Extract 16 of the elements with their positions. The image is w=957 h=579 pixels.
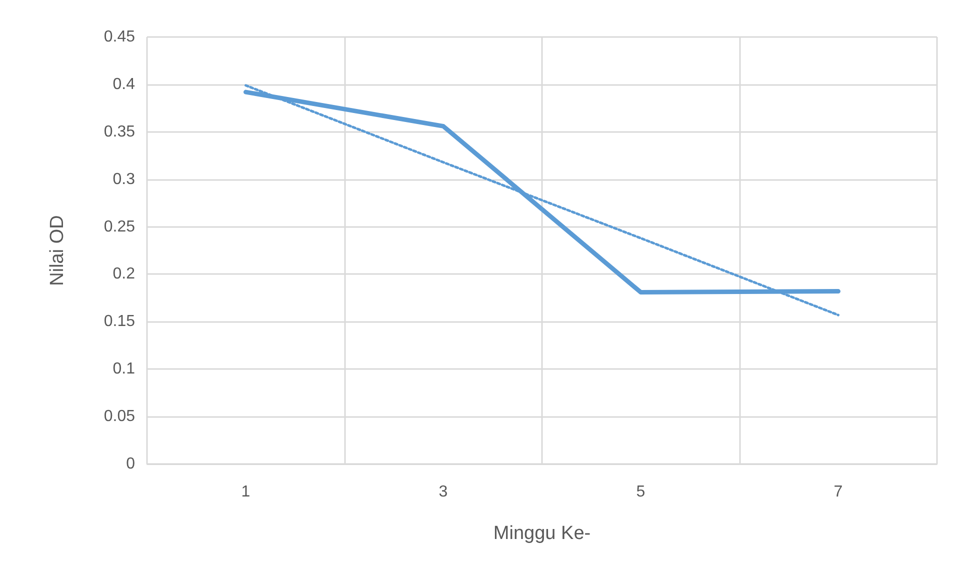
x-tick-label: 5 [636,484,646,500]
x-axis-title: Minggu Ke- [493,523,591,544]
x-tick-label: 1 [241,484,250,500]
y-tick-label: 0.25 [104,218,136,236]
y-axis-title: Nilai OD [47,215,68,286]
y-tick-label: 0.2 [112,266,136,283]
y-tick-label: 0.1 [112,360,136,378]
y-tick-label: 0 [126,456,136,472]
y-tick-label: 0.15 [104,313,136,330]
y-tick-label: 0.35 [104,123,136,140]
y-tick-label: 0.4 [112,76,136,93]
x-tick-label: 7 [834,484,843,500]
x-tick-label: 3 [438,484,448,500]
y-tick-label: 0.45 [104,28,136,46]
y-tick-label: 0.05 [104,408,136,426]
y-tick-label: 0.3 [112,170,136,188]
